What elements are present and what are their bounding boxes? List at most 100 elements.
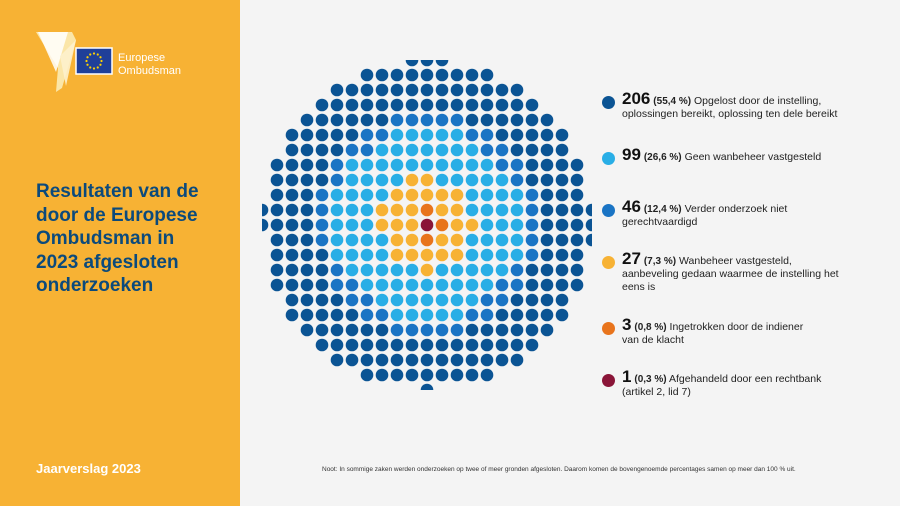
chart-dot (345, 143, 359, 157)
chart-dot (375, 188, 389, 202)
chart-dot (270, 218, 284, 232)
chart-dot (405, 143, 419, 157)
chart-dot (405, 173, 419, 187)
chart-dot (510, 188, 524, 202)
chart-dot (300, 263, 314, 277)
chart-dot (375, 218, 389, 232)
chart-dot (435, 188, 449, 202)
chart-dot (450, 353, 464, 367)
chart-dot (375, 203, 389, 217)
chart-dot (390, 188, 404, 202)
chart-dot (300, 158, 314, 172)
chart-dot (450, 323, 464, 337)
eu-star-icon (99, 63, 102, 66)
chart-dot (405, 158, 419, 172)
chart-dot (435, 143, 449, 157)
chart-dot (300, 203, 314, 217)
chart-dot (480, 83, 494, 97)
chart-dot (450, 98, 464, 112)
chart-dot (540, 308, 554, 322)
chart-dot (465, 263, 479, 277)
chart-dot (420, 278, 434, 292)
legend-percentage: (26,6 %) (643, 152, 682, 163)
chart-dot (570, 233, 584, 247)
chart-dot (420, 293, 434, 307)
chart-dot (495, 203, 509, 217)
chart-dot (420, 383, 434, 390)
chart-dot (510, 263, 524, 277)
chart-dot (390, 233, 404, 247)
chart-dot (555, 128, 569, 142)
chart-dot (360, 203, 374, 217)
chart-dot (300, 188, 314, 202)
chart-dot (405, 308, 419, 322)
chart-dot (465, 113, 479, 127)
chart-dot (450, 233, 464, 247)
chart-dot (510, 218, 524, 232)
chart-dot (450, 218, 464, 232)
chart-dot (435, 158, 449, 172)
chart-dot (345, 173, 359, 187)
page-title: Resultaten van de door de Europese Ombud… (36, 180, 236, 298)
chart-dot (525, 293, 539, 307)
chart-dot (495, 98, 509, 112)
eu-star-icon (89, 66, 92, 69)
chart-dot (525, 323, 539, 337)
chart-dot (480, 293, 494, 307)
chart-dot (300, 218, 314, 232)
chart-dot (330, 263, 344, 277)
chart-dot (345, 308, 359, 322)
chart-dot (540, 218, 554, 232)
chart-dot (360, 278, 374, 292)
chart-dot (540, 248, 554, 262)
eu-star-icon (100, 59, 103, 63)
chart-dot (285, 218, 299, 232)
chart-dot (300, 293, 314, 307)
chart-dot (315, 218, 329, 232)
chart-dot (390, 353, 404, 367)
chart-dot (375, 83, 389, 97)
legend-count: 3 (622, 315, 632, 334)
chart-dot (315, 113, 329, 127)
chart-dot (300, 233, 314, 247)
chart-dot (450, 203, 464, 217)
eu-star-icon (92, 52, 96, 55)
chart-dot (495, 338, 509, 352)
chart-dot (330, 353, 344, 367)
chart-dot (315, 158, 329, 172)
chart-dot (450, 248, 464, 262)
chart-dot (495, 83, 509, 97)
chart-dot (465, 323, 479, 337)
legend-label-line-3: eens is (622, 281, 656, 293)
chart-dot (330, 218, 344, 232)
chart-dot (375, 68, 389, 82)
chart-dot (270, 263, 284, 277)
chart-dot (480, 173, 494, 187)
chart-dot (450, 278, 464, 292)
chart-dot (345, 158, 359, 172)
chart-dot (375, 233, 389, 247)
chart-dot (345, 98, 359, 112)
chart-dot (480, 188, 494, 202)
chart-dot (525, 338, 539, 352)
chart-dot (375, 173, 389, 187)
chart-dot (420, 203, 434, 217)
chart-dot (435, 173, 449, 187)
chart-dot (540, 203, 554, 217)
chart-dot (330, 158, 344, 172)
chart-dot (330, 233, 344, 247)
chart-dot (330, 143, 344, 157)
chart-dot (540, 173, 554, 187)
chart-dot (570, 218, 584, 232)
chart-dot (420, 308, 434, 322)
eu-star-icon (89, 53, 92, 56)
chart-dot (495, 353, 509, 367)
chart-dot (330, 128, 344, 142)
chart-dot (525, 113, 539, 127)
chart-dot (465, 353, 479, 367)
chart-dot (555, 203, 569, 217)
chart-dot (465, 158, 479, 172)
chart-dot (315, 278, 329, 292)
chart-dot (495, 323, 509, 337)
chart-dot (300, 278, 314, 292)
